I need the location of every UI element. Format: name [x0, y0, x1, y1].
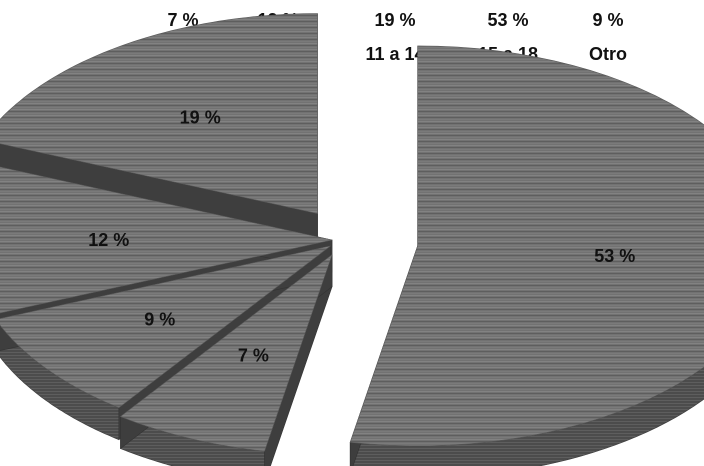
- legend-value-11-a-14: 19 %: [374, 10, 415, 30]
- legend-category-otro: Otro: [589, 44, 627, 64]
- slice-label-1-a-5: 7 %: [238, 346, 269, 366]
- slice-label-otro: 9 %: [144, 309, 175, 329]
- legend-value-1-a-5: 7 %: [167, 10, 198, 30]
- slice-1-a-5: 7 %: [119, 253, 333, 466]
- slice-top-otro: [0, 245, 331, 409]
- legend-category-11-a-14: 11 a 14: [365, 44, 424, 64]
- slice-label-6-a-10: 12 %: [88, 230, 129, 250]
- slice-15-a-18: 53 %: [349, 45, 704, 466]
- slice-label-11-a-14: 19 %: [180, 108, 221, 128]
- legend-value-15-a-18: 53 %: [487, 10, 528, 30]
- slice-label-15-a-18: 53 %: [594, 246, 635, 266]
- slices: 19 % 12 % 53 % 9 % 7 %: [0, 13, 704, 466]
- slice-side-15-a-18: [349, 366, 704, 466]
- slice-top-11-a-14: [0, 13, 318, 214]
- slice-top-15-a-18: [349, 45, 704, 447]
- slice-top-6-a-10: [0, 166, 333, 314]
- legend-value-otro: 9 %: [592, 10, 623, 30]
- slice-top-1-a-5: [119, 253, 333, 452]
